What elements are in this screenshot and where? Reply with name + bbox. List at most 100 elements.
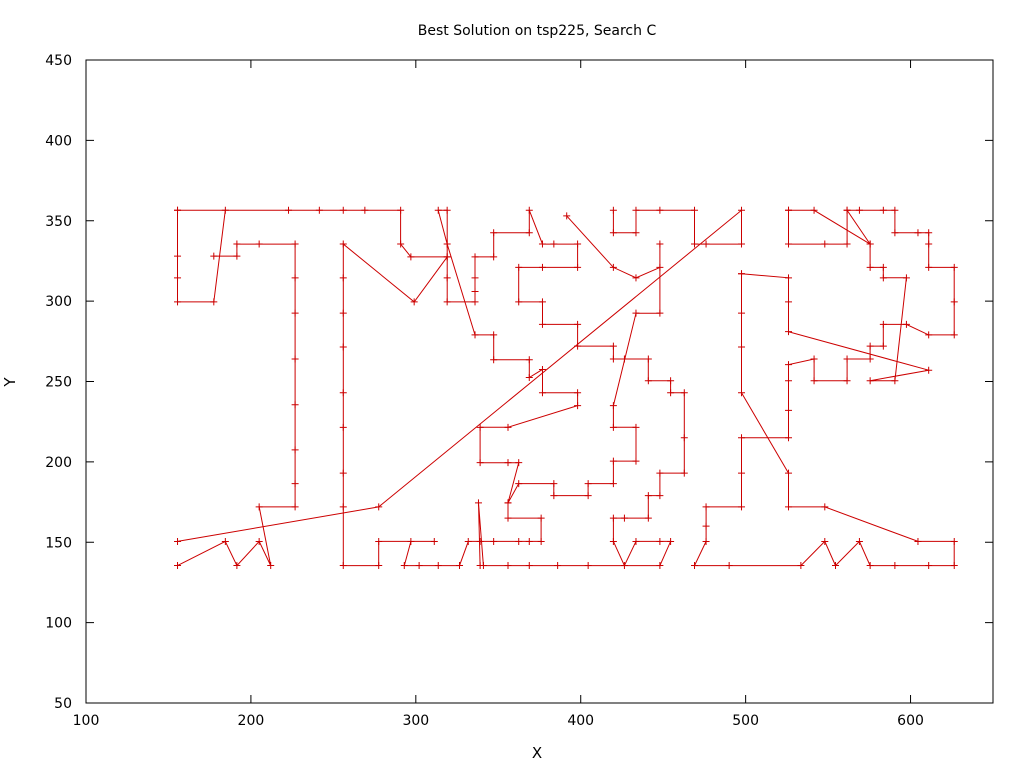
city-point	[490, 356, 498, 364]
y-tick-label: 400	[45, 133, 72, 149]
city-point	[504, 562, 512, 570]
y-tick-label: 250	[45, 375, 72, 391]
plot-frame	[85, 59, 994, 704]
city-point	[174, 537, 182, 545]
city-point	[515, 459, 523, 467]
city-point	[680, 469, 688, 477]
city-point	[680, 434, 688, 442]
city-point	[538, 298, 546, 306]
city-point	[950, 263, 958, 271]
city-point	[474, 499, 482, 507]
city-point	[361, 206, 369, 214]
city-point	[174, 252, 182, 260]
city-point	[525, 562, 533, 570]
city-point	[925, 366, 933, 374]
city-point	[843, 377, 851, 385]
city-point	[785, 434, 793, 442]
city-point	[550, 240, 558, 248]
city-point	[397, 240, 405, 248]
city-point	[609, 342, 617, 350]
city-point	[375, 537, 383, 545]
city-point	[490, 229, 498, 237]
city-point	[515, 263, 523, 271]
y-tick-label: 50	[54, 696, 72, 712]
city-point	[174, 562, 182, 570]
city-point	[443, 206, 451, 214]
x-tick-label: 100	[73, 713, 100, 729]
city-point	[785, 298, 793, 306]
city-point	[925, 331, 933, 339]
city-point	[950, 562, 958, 570]
city-point	[410, 298, 418, 306]
x-tick-label: 200	[238, 713, 265, 729]
city-point	[456, 562, 464, 570]
city-point	[434, 562, 442, 570]
chart-title: Best Solution on tsp225, Search C	[418, 23, 657, 39]
city-point	[866, 240, 874, 248]
city-point	[443, 240, 451, 248]
city-point	[407, 253, 415, 261]
city-point	[891, 377, 899, 385]
city-point	[515, 537, 523, 545]
city-point	[584, 562, 592, 570]
city-point	[855, 537, 863, 545]
y-tick-label: 100	[45, 616, 72, 632]
city-point	[738, 343, 746, 351]
city-point	[667, 377, 675, 385]
city-point	[785, 377, 793, 385]
city-point	[620, 562, 628, 570]
city-point	[843, 206, 851, 214]
city-point	[471, 287, 479, 295]
city-point	[785, 406, 793, 414]
city-point	[667, 389, 675, 397]
city-point	[415, 562, 423, 570]
city-point	[255, 240, 263, 248]
city-point	[430, 537, 438, 545]
city-point	[879, 206, 887, 214]
city-point	[504, 499, 512, 507]
city-point	[609, 229, 617, 237]
city-point	[632, 537, 640, 545]
city-point	[339, 274, 347, 282]
city-point	[609, 514, 617, 522]
city-point	[810, 355, 818, 363]
city-point	[574, 389, 582, 397]
city-point	[656, 309, 664, 317]
city-point	[866, 355, 874, 363]
city-point	[785, 469, 793, 477]
city-point	[525, 356, 533, 364]
city-point	[891, 229, 899, 237]
tour-segment-7	[788, 210, 848, 245]
city-point	[221, 206, 229, 214]
city-point	[656, 263, 664, 271]
city-point	[538, 263, 546, 271]
city-point	[339, 503, 347, 511]
city-point	[656, 562, 664, 570]
city-point	[291, 480, 299, 488]
city-point	[691, 240, 699, 248]
city-point	[538, 365, 546, 373]
city-point	[476, 562, 484, 570]
city-point	[680, 389, 688, 397]
city-point	[667, 537, 675, 545]
city-point	[550, 480, 558, 488]
y-tick-label: 300	[45, 294, 72, 310]
city-point	[471, 274, 479, 282]
city-point	[339, 469, 347, 477]
city-point	[407, 537, 415, 545]
city-point	[255, 537, 263, 545]
city-point	[291, 446, 299, 454]
city-point	[515, 298, 523, 306]
city-point	[738, 389, 746, 397]
city-point	[632, 457, 640, 465]
city-point	[656, 206, 664, 214]
city-point	[609, 355, 617, 363]
city-point	[471, 298, 479, 306]
tour-segment-5	[693, 209, 955, 567]
city-point	[843, 240, 851, 248]
city-point	[609, 480, 617, 488]
x-tick-label: 600	[897, 713, 924, 729]
x-tick-label: 300	[402, 713, 429, 729]
city-point	[221, 537, 229, 545]
city-point	[291, 240, 299, 248]
